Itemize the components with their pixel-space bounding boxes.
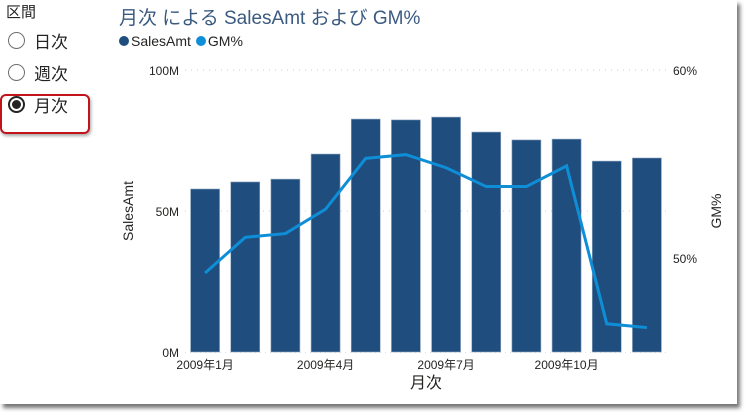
report-card: 区間 日次 週次 月次 月次 による SalesAmt および GM% Sale… [0,0,737,404]
bar-2009年1月[interactable] [190,188,220,353]
chart-title: 月次 による SalesAmt および GM% [119,8,421,29]
y-axis-left-ticks: 0M 50M 100M [149,64,179,360]
bar-2009年7月[interactable] [431,116,461,353]
x-axis-ticks: 2009年1月 2009年4月 2009年7月 2009年10月 [176,358,598,372]
x-tick-label: 2009年7月 [417,358,474,372]
slicer-title: 区間 [6,4,37,21]
slicer-option-monthly[interactable]: 月次 [6,88,106,120]
y-tick-label: 0M [162,346,179,360]
slicer-option-weekly[interactable]: 週次 [6,56,106,88]
y-axis-left-title: SalesAmt [120,181,136,241]
bar-2009年3月[interactable] [270,178,301,353]
legend-dot-icon [119,36,129,46]
legend-dot-icon [195,36,206,46]
legend-label: SalesAmt [131,33,191,49]
bar-2009年12月[interactable] [632,157,662,353]
y-tick-label: 100M [149,64,179,78]
period-slicer: 区間 日次 週次 月次 [0,2,106,134]
x-tick-label: 2009年1月 [176,358,233,372]
slicer-option-label: 月次 [34,96,68,116]
gridlines [185,69,667,353]
legend-label: GM% [207,33,243,49]
legend-item-gm[interactable]: GM% [195,33,243,49]
selection-highlight-box [0,94,90,134]
radio-checked-icon[interactable] [8,95,25,113]
x-tick-label: 2009年4月 [297,358,354,372]
bar-2009年5月[interactable] [350,118,381,353]
slicer-option-label: 週次 [34,64,68,84]
bar-series-salesamt [190,116,662,353]
x-axis-title: 月次 [410,374,442,392]
y2-tick-label: 60% [673,64,697,78]
slicer-option-label: 日次 [34,32,68,52]
bar-2009年9月[interactable] [511,139,542,353]
bar-2009年4月[interactable] [310,153,341,353]
line-series-gm [204,153,648,330]
chart-legend: SalesAmt GM% [119,33,248,49]
legend-item-salesamt[interactable]: SalesAmt [119,33,191,49]
bar-2009年8月[interactable] [471,131,502,353]
y-axis-right-ticks: 50% 60% [673,64,697,266]
gm-line [204,153,648,330]
x-tick-label: 2009年10月 [535,358,599,372]
radio-unchecked-icon[interactable] [8,31,25,49]
bar-2009年10月[interactable] [551,138,582,353]
y-tick-label: 50M [156,205,179,219]
radio-unchecked-icon[interactable] [8,63,25,81]
bar-2009年2月[interactable] [230,181,261,353]
y2-tick-label: 50% [673,252,697,266]
y-axis-right-title: GM% [708,194,724,229]
slicer-option-daily[interactable]: 日次 [6,24,106,56]
